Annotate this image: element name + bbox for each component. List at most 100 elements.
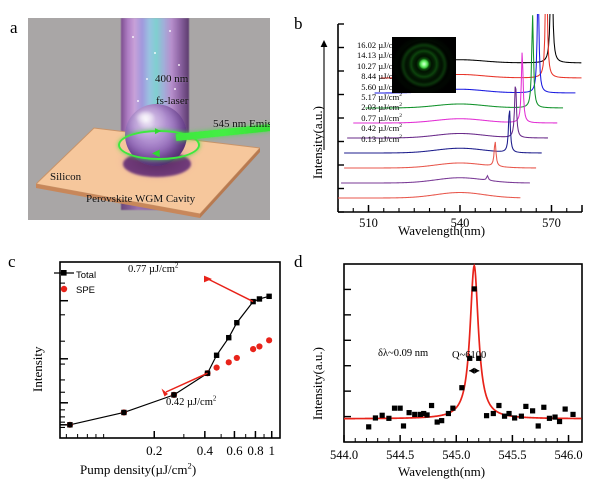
panel-d-data-point [434, 419, 440, 425]
panel-a-schematic: ► ◀ 400 nm fs-laser 545 nm Emission Sili… [28, 18, 270, 220]
panel-b-xticklabel: 570 [542, 216, 561, 230]
panel-c-xticklabel: 0.4 [197, 443, 214, 458]
panel-d-data-point [552, 414, 558, 420]
panel-d-data-point [445, 410, 452, 417]
label-pump-source: fs-laser [156, 95, 189, 107]
total-data-point [256, 296, 263, 302]
panel-b-legend-item: 10.27 µJ/cm2 [356, 60, 402, 71]
annotation-linewidth: δλ~0.09 nm [378, 348, 429, 359]
panel-d-data-point [483, 413, 490, 419]
panel-label-a: a [10, 18, 18, 37]
spectrum-curve [365, 15, 564, 109]
panel-label-c: c [8, 252, 16, 271]
total-data-point [67, 422, 73, 428]
panel-d-xticklabel: 544.0 [330, 448, 358, 462]
annotation-arrowhead-lower [161, 388, 168, 397]
panel-b-spectra: 510 540 570 16.02 µJ/cm214.13 µJ/cm210.27 … [300, 0, 595, 242]
panel-c-xticklabel: 0.6 [226, 443, 243, 458]
panel-c-frame [59, 261, 281, 439]
total-series-line [69, 295, 270, 426]
panel-d-data-point [397, 405, 403, 411]
panel-d-data-point [546, 415, 553, 421]
panel-d-data-point [421, 410, 427, 417]
panel-c-plot: 0.2 0.4 0.6 0.8 1 [54, 261, 281, 458]
panel-c-xticklabel: 0.8 [247, 443, 263, 458]
panel-d-data-point [512, 415, 518, 421]
panel-b-legend-item: 5.60 µJ/cm2 [361, 81, 402, 92]
panel-d-data-point [530, 408, 536, 414]
wgm-arrow-icon: ► [153, 126, 163, 137]
panel-d-data-point [556, 418, 563, 425]
sphere-highlight [134, 110, 156, 124]
panel-b-legend-item: 0.77 µJ/cm2 [361, 112, 402, 123]
spectrum-curve [341, 174, 530, 184]
panel-d-data-point [570, 411, 576, 418]
panel-c-xlabel: Pump density(µJ/cm2) [80, 460, 197, 477]
total-data-point [226, 334, 232, 341]
panel-d-data-point [523, 403, 529, 409]
label-pump-wavelength: 400 nm [155, 73, 189, 85]
label-substrate: Silicon [50, 171, 82, 183]
panel-b-legend: 16.02 µJ/cm214.13 µJ/cm210.27 µJ/cm28.44… [324, 40, 402, 144]
panel-d-data-point [501, 413, 508, 419]
panel-d-data-point [428, 402, 435, 409]
schematic-scene: ► ◀ 400 nm fs-laser 545 nm Emission Sili… [28, 18, 270, 220]
annotation-qfactor: Q~6100 [452, 350, 487, 361]
spe-data-point [250, 346, 257, 353]
panel-d-data-point [400, 423, 407, 429]
panel-d-linewidth: 544.0 544.5 545.0 545.5 546.0 δλ~0.09 nm Q~6… [300, 252, 595, 484]
panel-d-data-point [506, 410, 512, 417]
panel-c-ylabel: Intensity [30, 346, 45, 393]
annotation-arrow-upper [207, 278, 254, 303]
fluence-increase-arrow-icon [320, 40, 328, 150]
legend-spe-label: SPE [76, 285, 96, 296]
panel-d-data-point [386, 415, 392, 421]
panel-d-data-point [366, 424, 372, 430]
panel-d-data-point [471, 286, 477, 292]
panel-label-d: d [294, 252, 303, 271]
spectrum-curve [347, 86, 548, 139]
panel-d-xticklabel: 545.0 [442, 448, 470, 462]
wgm-mode-ring [118, 130, 200, 160]
panel-d-xticklabel: 546.0 [554, 448, 582, 462]
spe-data-point [266, 337, 273, 344]
spectrum-curve [432, 0, 582, 64]
spe-data-point [233, 354, 240, 362]
spe-data-point [225, 359, 232, 366]
total-data-point [266, 293, 272, 300]
panel-b-legend-item: 16.02 µJ/cm2 [356, 40, 402, 50]
panel-b-legend-item: 0.13 µJ/cm2 [361, 133, 402, 144]
panel-d-data-point [459, 385, 465, 391]
annotation-threshold-lower: 0.42 µJ/cm2 [166, 395, 217, 408]
legend-total-label: Total [76, 270, 97, 281]
annotation-threshold-upper: 0.77 µJ/cm2 [128, 262, 179, 275]
panel-d-data-point [490, 410, 496, 417]
panel-d-xticklabel: 545.5 [498, 448, 526, 462]
panel-d-data-point [412, 411, 418, 418]
annotation-arrow-lower [165, 372, 208, 393]
panel-d-data-point [562, 406, 568, 412]
panel-d-data-point [439, 418, 445, 424]
panel-d-xlabel: Wavelength(nm) [398, 464, 486, 479]
legend-spe-marker [60, 285, 68, 293]
wgm-arrow-icon-2: ◀ [152, 148, 160, 159]
label-emission: 545 nm Emission [213, 118, 270, 130]
panel-label-b: b [294, 14, 303, 33]
panel-d-data-point [424, 412, 430, 418]
panel-b-legend-item: 0.42 µJ/cm2 [361, 123, 402, 134]
total-data-point [121, 409, 127, 416]
panel-d-data-point [406, 410, 412, 416]
panel-d-data-point [372, 415, 379, 421]
total-data-point [234, 320, 240, 326]
label-cavity: Perovskite WGM Cavity [86, 193, 196, 205]
panel-d-plot: 544.0 544.5 545.0 545.5 546.0 [330, 263, 583, 462]
spectrum-curve [353, 52, 558, 124]
panel-d-data-point [518, 413, 524, 419]
panel-d-data-point [391, 405, 398, 411]
panel-d-data-point [496, 402, 502, 409]
spe-data-point [213, 364, 220, 371]
panel-c-xticklabel: 1 [268, 443, 275, 458]
total-data-point [213, 352, 220, 358]
fwhm-arrowhead-left [469, 367, 475, 374]
